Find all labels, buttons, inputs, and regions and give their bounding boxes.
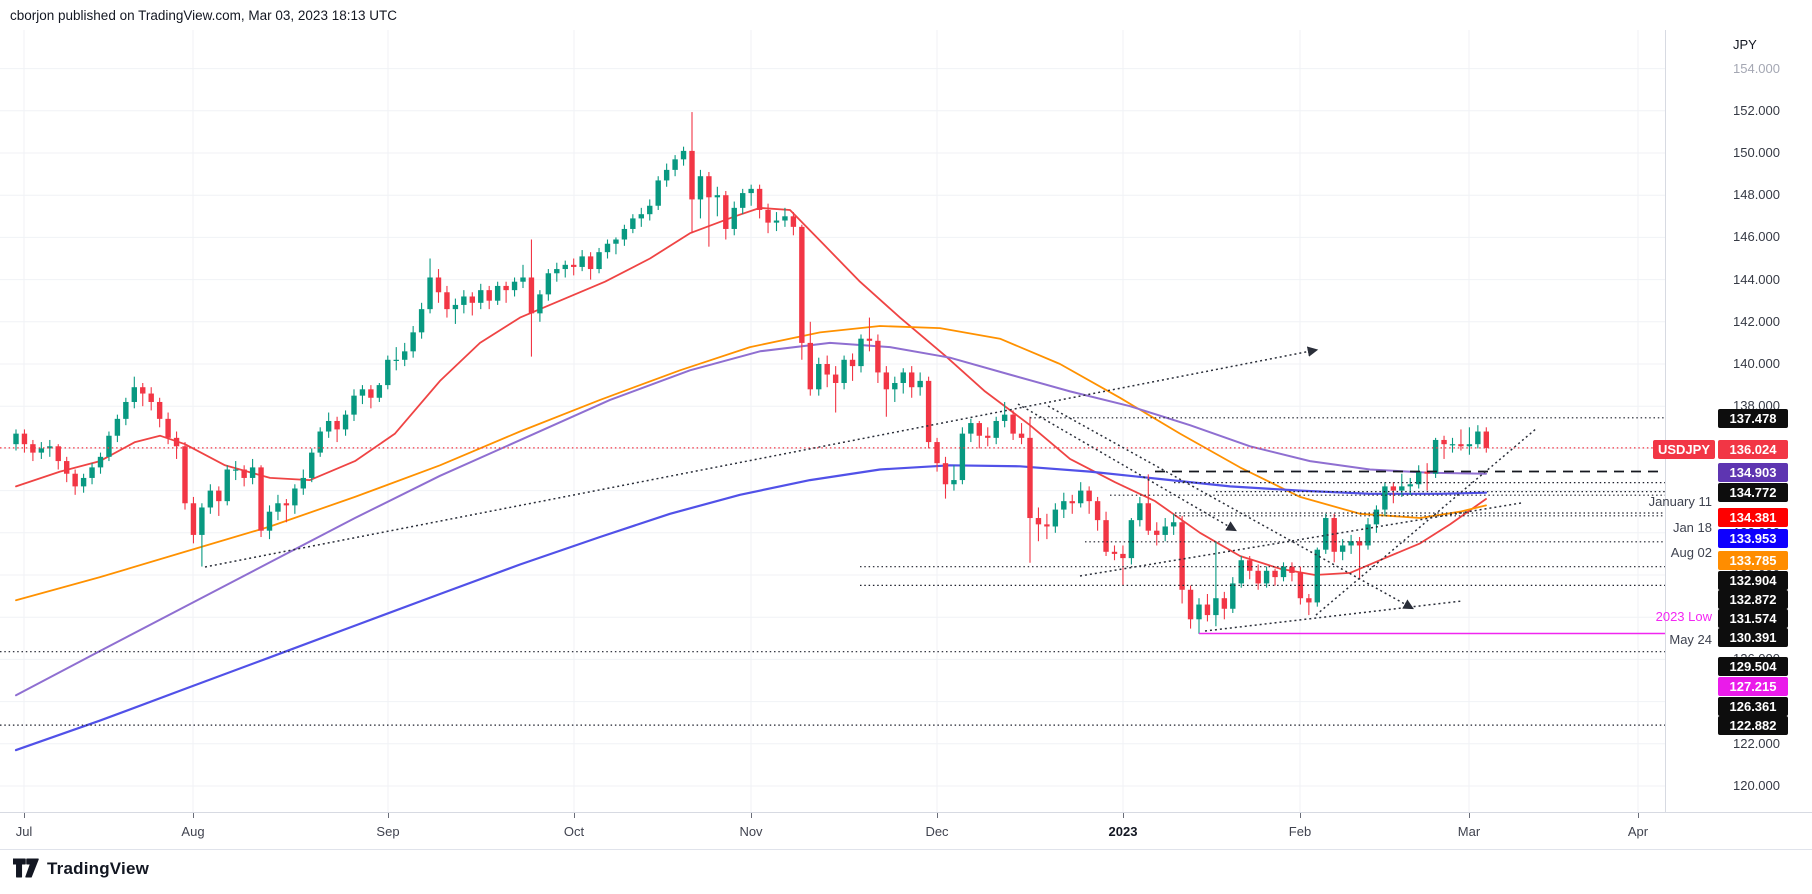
- line-note: Aug 02: [1670, 545, 1712, 560]
- time-tick: [388, 813, 389, 818]
- price-flag: 137.478: [1718, 408, 1788, 428]
- price-flag: 132.872: [1718, 589, 1788, 609]
- price-tick-label: 150.000: [1733, 145, 1780, 160]
- time-tick: [937, 813, 938, 818]
- price-flag: 131.574: [1718, 608, 1788, 628]
- attribution-text: cborjon published on TradingView.com, Ma…: [10, 8, 397, 23]
- time-tick: [1123, 813, 1124, 818]
- trend-line: [1047, 405, 1414, 610]
- brand-text: TradingView: [47, 858, 150, 878]
- time-tick-label: Jul: [15, 824, 33, 839]
- price-chart-pane[interactable]: [0, 30, 1812, 812]
- price-tick-label: 122.000: [1733, 735, 1780, 751]
- chart-layers: [0, 30, 1665, 812]
- price-tick-label: 152.000: [1733, 102, 1780, 118]
- symbol-price-flag: USDJPY: [1653, 439, 1715, 459]
- ma-orange: [15, 325, 1487, 602]
- tradingview-logo-icon: [13, 858, 39, 878]
- price-flag: 133.953: [1718, 528, 1788, 548]
- ma-blue: [14, 464, 1488, 752]
- line-note: Jan 18: [1672, 520, 1712, 535]
- line-note: May 24: [1669, 632, 1712, 647]
- time-tick-label: Apr: [1627, 824, 1649, 839]
- price-tick-label: 140.000: [1733, 356, 1780, 371]
- time-tick: [1300, 813, 1301, 818]
- time-tick: [1469, 813, 1470, 818]
- time-tick-label: Sep: [376, 824, 400, 839]
- trend-line: [1204, 600, 1463, 632]
- price-flag: 127.215: [1718, 676, 1788, 696]
- time-tick: [193, 813, 194, 818]
- tradingview-logo[interactable]: TradingView: [13, 858, 149, 879]
- price-tick-label: 120.000: [1733, 778, 1780, 793]
- trend-line: [1017, 403, 1237, 532]
- time-tick: [574, 813, 575, 818]
- time-tick-label: Oct: [563, 824, 585, 839]
- time-tick: [24, 813, 25, 818]
- line-note: 2023 Low: [1655, 609, 1712, 624]
- footer: TradingView: [13, 858, 149, 879]
- trend-line: [1315, 427, 1538, 616]
- price-flag: 134.772: [1718, 482, 1788, 502]
- price-tick-label: 144.000: [1733, 271, 1780, 287]
- price-flag: 133.785: [1718, 550, 1788, 570]
- time-tick-label: Aug: [181, 824, 205, 839]
- price-flag: 122.882: [1718, 715, 1788, 735]
- time-tick-label: Nov: [739, 824, 763, 839]
- time-tick: [751, 813, 752, 818]
- time-tick-label: Feb: [1288, 824, 1312, 839]
- price-axis-border: [1665, 30, 1666, 848]
- trend-line: [204, 346, 1319, 568]
- grid: [0, 30, 1665, 812]
- time-tick: [1638, 813, 1639, 818]
- time-tick-label: Mar: [1457, 824, 1481, 839]
- price-flag: 126.361: [1718, 696, 1788, 716]
- price-flag: 134.381: [1718, 507, 1788, 527]
- currency-label: JPY: [1733, 37, 1757, 52]
- price-flag: 132.904: [1718, 570, 1788, 590]
- price-flag: 130.391: [1718, 627, 1788, 647]
- line-note: January 11: [1648, 494, 1712, 509]
- candles: [13, 112, 1489, 634]
- drawings: [0, 346, 1665, 726]
- time-tick-label: 2023: [1108, 824, 1138, 839]
- price-tick-label: 142.000: [1733, 313, 1780, 329]
- price-tick-label: 154.000: [1733, 60, 1780, 76]
- time-tick-label: Dec: [925, 824, 949, 839]
- price-flag: 134.903: [1718, 462, 1788, 482]
- price-flag: 136.024: [1718, 439, 1788, 459]
- price-tick-label: 146.000: [1733, 229, 1780, 245]
- price-tick-label: 148.000: [1733, 187, 1780, 203]
- time-axis[interactable]: Jul Aug Sep Oct Nov Dec 2023 Feb Mar Apr: [0, 812, 1812, 850]
- price-flag: 129.504: [1718, 656, 1788, 676]
